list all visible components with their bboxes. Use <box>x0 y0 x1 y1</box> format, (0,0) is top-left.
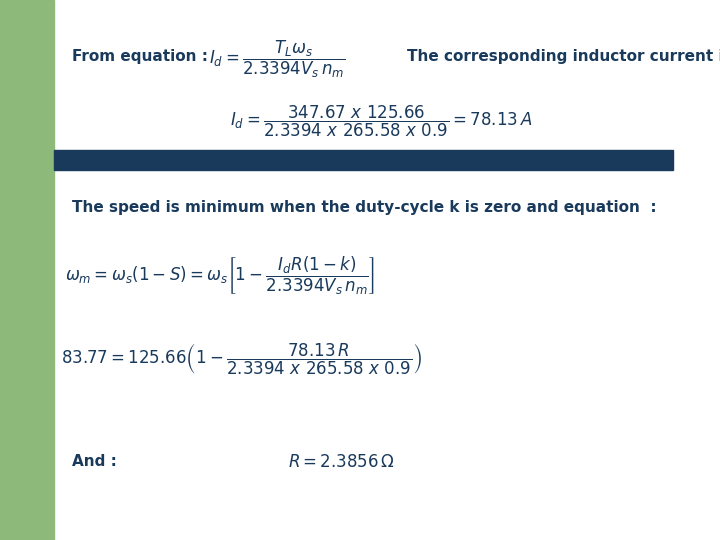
Text: $R = 2.3856\,\Omega$: $R = 2.3856\,\Omega$ <box>288 453 395 471</box>
Text: $I_d = \dfrac{T_L\omega_s}{2.3394V_s\, n_m}$: $I_d = \dfrac{T_L\omega_s}{2.3394V_s\, n… <box>209 39 345 80</box>
Text: And :: And : <box>72 454 117 469</box>
Text: The corresponding inductor current is :: The corresponding inductor current is : <box>407 49 720 64</box>
Text: $\omega_m = \omega_s(1-S) = \omega_s\left[1 - \dfrac{I_d R(1-k)}{2.3394V_s\, n_m: $\omega_m = \omega_s(1-S) = \omega_s\lef… <box>65 254 375 296</box>
Text: $83.77 = 125.66\left(1 - \dfrac{78.13\, R}{2.3394\ x\ 265.58\ x\ 0.9}\right)$: $83.77 = 125.66\left(1 - \dfrac{78.13\, … <box>61 341 423 377</box>
Text: The speed is minimum when the duty-cycle k is zero and equation  :: The speed is minimum when the duty-cycle… <box>72 200 657 215</box>
Text: $I_d = \dfrac{347.67\ x\ 125.66}{2.3394\ x\ 265.58\ x\ 0.9} = 78.13\, A$: $I_d = \dfrac{347.67\ x\ 125.66}{2.3394\… <box>230 104 533 139</box>
Text: From equation :: From equation : <box>72 49 213 64</box>
